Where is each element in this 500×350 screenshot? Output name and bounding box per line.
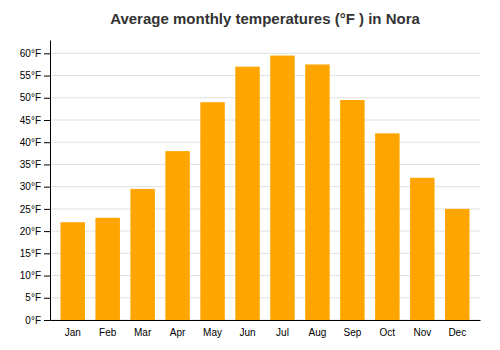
bar xyxy=(165,151,189,320)
x-tick-label: Apr xyxy=(170,327,186,338)
y-tick-mark xyxy=(44,98,50,99)
y-tick-label: 60°F xyxy=(20,48,41,59)
y-tick: 10°F xyxy=(20,270,50,281)
x-tick-label: Dec xyxy=(448,327,466,338)
bar xyxy=(235,67,259,320)
bar xyxy=(445,209,469,320)
x-tick-label: Mar xyxy=(134,327,152,338)
plot: Jan Feb Mar Apr May Jun Jul Aug Sep Oct Nov Dec 0°F 5… xyxy=(20,41,481,339)
title: Average monthly temperatures (°F ) in No… xyxy=(110,10,420,27)
grid-line xyxy=(50,164,480,165)
bar xyxy=(130,189,154,320)
y-tick: 40°F xyxy=(20,137,50,148)
y-tick-label: 55°F xyxy=(20,70,41,81)
y-tick-label: 45°F xyxy=(20,115,41,126)
bar xyxy=(95,218,119,320)
x-tick: Aug xyxy=(309,327,327,338)
y-tick-mark xyxy=(44,76,50,77)
x-tick-label: Jun xyxy=(239,327,255,338)
x-tick: Apr xyxy=(170,327,186,338)
x-tick-label: Sep xyxy=(343,327,361,338)
y-tick-mark xyxy=(44,320,50,321)
x-tick: Sep xyxy=(343,327,361,338)
y-tick-mark xyxy=(44,53,50,54)
x-tick: Jul xyxy=(276,327,289,338)
y-tick-label: 20°F xyxy=(20,226,41,237)
y-tick: 30°F xyxy=(20,181,50,192)
x-tick: Jan xyxy=(65,327,81,338)
y-axis: 0°F 5°F 10°F 15°F 20°F 25°F 30°F 35°F 40°F 45°F 50… xyxy=(20,41,51,326)
bar xyxy=(305,64,329,320)
bar xyxy=(410,178,434,320)
y-tick-label: 40°F xyxy=(20,137,41,148)
x-tick: Nov xyxy=(413,327,431,338)
bars xyxy=(60,56,469,320)
grid-line xyxy=(50,120,480,121)
grid-line xyxy=(50,53,480,54)
x-tick-label: May xyxy=(203,327,222,338)
y-tick-mark xyxy=(44,164,50,165)
x-tick: Feb xyxy=(99,327,117,338)
x-axis: Jan Feb Mar Apr May Jun Jul Aug Sep Oct Nov Dec xyxy=(51,321,481,339)
y-tick: 5°F xyxy=(25,292,50,303)
y-tick: 45°F xyxy=(20,115,50,126)
bar xyxy=(340,100,364,320)
y-tick-label: 35°F xyxy=(20,159,41,170)
grid-line xyxy=(50,75,480,76)
y-tick: 35°F xyxy=(20,159,50,170)
x-tick: Jun xyxy=(239,327,255,338)
bar xyxy=(270,56,294,320)
x-tick-label: Feb xyxy=(99,327,117,338)
y-tick-label: 50°F xyxy=(20,92,41,103)
y-tick-label: 30°F xyxy=(20,181,41,192)
y-tick-label: 10°F xyxy=(20,270,41,281)
grid-line xyxy=(50,97,480,98)
x-tick-label: Jan xyxy=(65,327,81,338)
x-tick: Oct xyxy=(380,327,396,338)
y-tick-mark xyxy=(44,231,50,232)
x-axis-line xyxy=(51,320,481,321)
bar xyxy=(200,102,224,320)
x-tick-label: Jul xyxy=(276,327,289,338)
y-tick-label: 15°F xyxy=(20,248,41,259)
y-tick: 55°F xyxy=(20,70,50,81)
y-axis-line xyxy=(50,41,51,321)
y-tick-mark xyxy=(44,253,50,254)
x-tick: May xyxy=(203,327,222,338)
y-tick: 15°F xyxy=(20,248,50,259)
x-tick-label: Oct xyxy=(380,327,396,338)
y-tick: 25°F xyxy=(20,204,50,215)
x-tick-label: Aug xyxy=(309,327,327,338)
grid-line xyxy=(50,142,480,143)
x-tick: Mar xyxy=(134,327,152,338)
y-tick: 50°F xyxy=(20,92,50,103)
y-tick-label: 0°F xyxy=(25,315,41,326)
chart: Jan Feb Mar Apr May Jun Jul Aug Sep Oct Nov Dec 0°F 5… xyxy=(0,0,500,350)
y-tick-mark xyxy=(44,187,50,188)
y-tick: 20°F xyxy=(20,226,50,237)
grid xyxy=(50,53,480,320)
y-tick-mark xyxy=(44,142,50,143)
y-tick-mark xyxy=(44,298,50,299)
y-tick-mark xyxy=(44,120,50,121)
y-tick-mark xyxy=(44,209,50,210)
y-tick: 60°F xyxy=(20,48,50,59)
y-tick-label: 25°F xyxy=(20,204,41,215)
bar xyxy=(60,222,84,320)
y-tick-label: 5°F xyxy=(25,292,41,303)
y-tick: 0°F xyxy=(25,315,50,326)
x-tick-label: Nov xyxy=(413,327,431,338)
bar xyxy=(375,133,399,320)
x-tick: Dec xyxy=(448,327,466,338)
y-tick-mark xyxy=(44,276,50,277)
